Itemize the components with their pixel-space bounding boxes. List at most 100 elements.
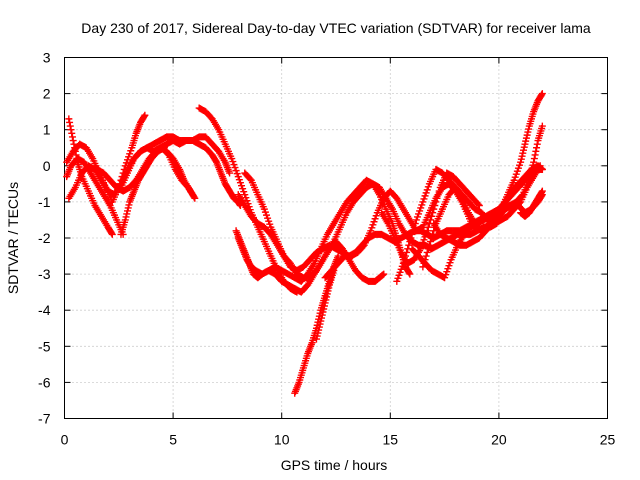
data-point-marker: [518, 192, 526, 200]
data-point-marker: [399, 259, 407, 267]
data-point-marker: [424, 223, 432, 231]
data-point-marker: [435, 187, 443, 195]
data-point-marker: [430, 205, 438, 213]
data-point-marker: [420, 259, 428, 267]
y-tick-label: 0: [43, 158, 51, 174]
data-point-marker: [531, 151, 539, 159]
y-tick-label: -7: [38, 411, 51, 427]
data-point-marker: [65, 115, 73, 123]
data-point-marker: [434, 191, 442, 199]
data-point-marker: [410, 223, 418, 231]
x-tick-label: 15: [383, 432, 399, 448]
y-tick-label: -1: [38, 194, 51, 210]
data-point-marker: [71, 144, 79, 152]
data-points: [63, 90, 546, 397]
data-point-marker: [422, 252, 430, 260]
data-point-marker: [530, 155, 538, 163]
data-point-marker: [191, 194, 199, 202]
chart-title: Day 230 of 2017, Sidereal Day-to-day VTE…: [81, 20, 591, 36]
data-point-marker: [68, 133, 76, 141]
data-point-marker: [419, 263, 427, 271]
data-point-marker: [190, 193, 198, 201]
data-point-marker: [474, 200, 482, 208]
y-axis: 3 2 1 0 -1 -2 -3 -4 -5 -6 -7: [38, 50, 608, 427]
data-point-marker: [70, 140, 78, 148]
x-tick-label: 5: [169, 432, 177, 448]
data-point-marker: [66, 122, 74, 130]
y-tick-label: 3: [43, 50, 51, 66]
data-point-marker: [66, 118, 74, 126]
data-point-marker: [538, 90, 546, 98]
series-arc-8: [156, 144, 199, 202]
series-arc-13: [234, 176, 414, 285]
series-arc-6: [117, 133, 244, 210]
data-point-marker: [67, 126, 75, 134]
x-tick-label: 20: [491, 432, 507, 448]
data-point-marker: [108, 229, 116, 237]
data-point-marker: [538, 91, 546, 99]
data-point-marker: [538, 122, 546, 130]
y-axis-title: SDTVAR / TECUs: [5, 182, 21, 294]
data-point-marker: [433, 194, 441, 202]
data-point-marker: [533, 140, 541, 148]
data-point-marker: [428, 212, 436, 220]
data-point-marker: [424, 245, 432, 253]
data-point-marker: [140, 112, 148, 120]
x-axis: 0 5 10 15 20 25: [61, 57, 616, 448]
data-point-marker: [402, 252, 410, 260]
series-arc-23: [517, 187, 546, 220]
data-point-marker: [426, 216, 434, 224]
data-point-marker: [426, 238, 434, 246]
data-point-marker: [68, 129, 76, 137]
y-tick-label: -5: [38, 338, 51, 354]
data-point-marker: [226, 169, 234, 177]
data-point-marker: [425, 241, 433, 249]
data-point-marker: [400, 256, 408, 264]
data-point-marker: [403, 248, 411, 256]
data-point-marker: [532, 147, 540, 155]
data-point-marker: [475, 202, 483, 210]
series-arc-7: [117, 144, 168, 238]
data-point-marker: [406, 238, 414, 246]
data-point-marker: [538, 187, 546, 195]
y-tick-label: -2: [38, 230, 51, 246]
series-arc-22: [482, 162, 546, 231]
data-point-marker: [432, 198, 440, 206]
data-point-marker: [359, 242, 367, 250]
x-tick-label: 0: [61, 432, 69, 448]
data-point-marker: [72, 151, 80, 159]
data-point-marker: [71, 147, 79, 155]
data-point-marker: [406, 270, 414, 278]
data-point-marker: [141, 111, 149, 119]
data-point-marker: [538, 188, 546, 196]
data-point-marker: [538, 165, 546, 173]
data-point-marker: [69, 137, 77, 145]
data-point-marker: [423, 227, 431, 235]
data-point-marker: [108, 230, 116, 238]
series-arc-15: [312, 266, 338, 343]
y-tick-label: -4: [38, 302, 51, 318]
x-tick-label: 25: [600, 432, 616, 448]
data-point-marker: [407, 234, 415, 242]
data-point-marker: [380, 270, 388, 278]
data-point-marker: [411, 220, 419, 228]
data-point-marker: [423, 248, 431, 256]
data-point-marker: [429, 230, 437, 238]
data-point-marker: [334, 252, 342, 260]
y-tick-label: 2: [43, 86, 51, 102]
y-tick-label: 1: [43, 122, 51, 138]
data-point-marker: [421, 256, 429, 264]
data-point-marker: [530, 158, 538, 166]
y-tick-label: -3: [38, 266, 51, 282]
x-tick-label: 10: [274, 432, 290, 448]
y-tick-label: -6: [38, 374, 51, 390]
data-point-marker: [408, 230, 416, 238]
data-point-marker: [471, 227, 479, 235]
data-point-marker: [429, 209, 437, 217]
x-axis-title: GPS time / hours: [281, 457, 388, 473]
data-point-marker: [431, 202, 439, 210]
data-point-marker: [246, 175, 254, 183]
data-point-marker: [533, 144, 541, 152]
data-point-marker: [409, 227, 417, 235]
